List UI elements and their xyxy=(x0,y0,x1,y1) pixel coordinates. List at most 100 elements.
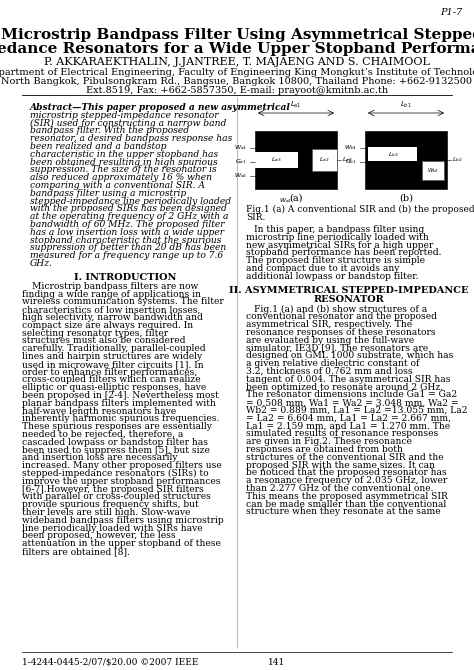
Text: structures must also be considered: structures must also be considered xyxy=(22,336,185,346)
Text: $G_{a1}$: $G_{a1}$ xyxy=(235,157,247,166)
Bar xyxy=(255,131,337,189)
Text: also reduced approximately 16 % when: also reduced approximately 16 % when xyxy=(30,174,212,182)
Text: additional lowpass or bandstop filter.: additional lowpass or bandstop filter. xyxy=(246,272,419,281)
Text: been proposed in [2-4]. Nevertheless most: been proposed in [2-4]. Nevertheless mos… xyxy=(22,391,219,400)
Text: $W_{a2}$: $W_{a2}$ xyxy=(279,196,292,205)
Text: lines and hairpin structures are widely: lines and hairpin structures are widely xyxy=(22,352,202,361)
Text: $L_{b3}$: $L_{b3}$ xyxy=(388,150,398,159)
Text: half-wave length resonators have: half-wave length resonators have xyxy=(22,407,176,415)
Text: been obtained resulting in high spurious: been obtained resulting in high spurious xyxy=(30,157,218,167)
Text: Abstract—This paper proposed a new asymmetrical: Abstract—This paper proposed a new asymm… xyxy=(30,103,291,112)
Text: P. AKKARAEKTHALIN, J.JANTREE, T. MAJAENG AND S. CHAIMOOL: P. AKKARAEKTHALIN, J.JANTREE, T. MAJAENG… xyxy=(44,57,430,67)
Text: This means the proposed asymmetrical SIR: This means the proposed asymmetrical SIR xyxy=(246,492,448,500)
Text: been used to suppress them [5], but size: been used to suppress them [5], but size xyxy=(22,446,210,455)
Text: carefully. Traditionally, parallel-coupled: carefully. Traditionally, parallel-coupl… xyxy=(22,344,206,353)
Text: In this paper, a bandpass filter using: In this paper, a bandpass filter using xyxy=(254,225,424,234)
Text: [6-7].However, the proposed SIR filters: [6-7].However, the proposed SIR filters xyxy=(22,484,204,494)
Text: The resonator dimensions include Ga1 = Ga2: The resonator dimensions include Ga1 = G… xyxy=(246,391,457,399)
Text: proposed SIR with the same sizes. It can: proposed SIR with the same sizes. It can xyxy=(246,460,435,470)
Text: $W_{a1}$: $W_{a1}$ xyxy=(234,143,247,153)
Text: comparing with a conventional SIR. A: comparing with a conventional SIR. A xyxy=(30,181,205,190)
Text: bandpass filter. With the proposed: bandpass filter. With the proposed xyxy=(30,127,189,135)
Text: $W_{b1}$: $W_{b1}$ xyxy=(344,143,358,153)
Text: Fig.1 (a) and (b) show structures of a: Fig.1 (a) and (b) show structures of a xyxy=(254,305,427,314)
Text: microstrip stepped-impedance resonator: microstrip stepped-impedance resonator xyxy=(30,111,219,120)
Text: bandwidth of 60 MHz. The proposed filter: bandwidth of 60 MHz. The proposed filter xyxy=(30,220,225,229)
Text: GHz.: GHz. xyxy=(30,259,53,268)
Text: II. ASYMMETRICAL STEPPED-IMPEDANCE: II. ASYMMETRICAL STEPPED-IMPEDANCE xyxy=(229,285,469,295)
Text: inherently harmonic spurious frequencies.: inherently harmonic spurious frequencies… xyxy=(22,415,219,423)
Text: provide spurious frequency shifts, but: provide spurious frequency shifts, but xyxy=(22,500,199,509)
Bar xyxy=(365,131,447,189)
Text: characteristic in the upper stopband has: characteristic in the upper stopband has xyxy=(30,150,218,159)
Text: been realized and a bandstop: been realized and a bandstop xyxy=(30,142,166,151)
Text: Fig.1 (a) A conventional SIR and (b) the proposed asymmetrical: Fig.1 (a) A conventional SIR and (b) the… xyxy=(246,205,474,214)
Text: $L_{a2}$: $L_{a2}$ xyxy=(342,155,352,164)
Text: order to enhance filter performances,: order to enhance filter performances, xyxy=(22,368,197,377)
Text: be noticed that the proposed resonator has: be noticed that the proposed resonator h… xyxy=(246,468,447,478)
Text: characteristics of low insertion losses,: characteristics of low insertion losses, xyxy=(22,306,201,314)
Text: simulator, IE3D [9]. The resonators are: simulator, IE3D [9]. The resonators are xyxy=(246,344,428,352)
Text: $L_{b2}$: $L_{b2}$ xyxy=(452,155,462,164)
Text: finding a wide range of applications in: finding a wide range of applications in xyxy=(22,289,201,299)
Text: $L_{b1}$: $L_{b1}$ xyxy=(400,100,412,110)
Text: been proposed, however, the less: been proposed, however, the less xyxy=(22,531,176,541)
Text: new asymmetrical SIRs for a high upper: new asymmetrical SIRs for a high upper xyxy=(246,241,433,250)
Text: has a low insertion loss with a wide upper: has a low insertion loss with a wide upp… xyxy=(30,228,224,237)
Text: used in microwave filter circuits [1]. In: used in microwave filter circuits [1]. I… xyxy=(22,360,204,368)
Text: 1-4244-0445-2/07/$20.00 ©2007 IEEE: 1-4244-0445-2/07/$20.00 ©2007 IEEE xyxy=(22,658,199,667)
Text: suppression of better than 20 dB has been: suppression of better than 20 dB has bee… xyxy=(30,243,226,253)
Text: at the operating frequency of 2 GHz with a: at the operating frequency of 2 GHz with… xyxy=(30,212,228,221)
Bar xyxy=(368,147,418,161)
Text: La1 = 2.159 mm, and La1 = 1.270 mm. The: La1 = 2.159 mm, and La1 = 1.270 mm. The xyxy=(246,421,450,431)
Text: needed to be rejected, therefore, a: needed to be rejected, therefore, a xyxy=(22,430,183,439)
Text: high selectivity, narrow bandwidth and: high selectivity, narrow bandwidth and xyxy=(22,313,203,322)
Text: stepped-impedance line periodically loaded: stepped-impedance line periodically load… xyxy=(30,196,231,206)
Text: $G_{b1}$: $G_{b1}$ xyxy=(345,157,357,166)
Text: a given relative dielectric constant of: a given relative dielectric constant of xyxy=(246,359,419,368)
Text: resonator, a desired bandpass response has: resonator, a desired bandpass response h… xyxy=(30,134,232,143)
Text: Impedance Resonators for a Wide Upper Stopband Performance: Impedance Resonators for a Wide Upper St… xyxy=(0,42,474,56)
Text: selecting resonator types, filter: selecting resonator types, filter xyxy=(22,328,168,338)
Text: 3.2, thickness of 0.762 mm and loss: 3.2, thickness of 0.762 mm and loss xyxy=(246,367,413,376)
Text: a resonance frequency of 2.035 GHz, lower: a resonance frequency of 2.035 GHz, lowe… xyxy=(246,476,447,485)
Text: Microstrip bandpass filters are now: Microstrip bandpass filters are now xyxy=(32,282,198,291)
Text: bandpass filter using a microstrip: bandpass filter using a microstrip xyxy=(30,189,186,198)
Text: $W_{b2}$: $W_{b2}$ xyxy=(427,166,438,175)
Text: (SIR) used for constructing a narrow band: (SIR) used for constructing a narrow ban… xyxy=(30,119,227,128)
Text: I. INTRODUCTION: I. INTRODUCTION xyxy=(74,273,176,282)
Text: increased. Many other proposed filters use: increased. Many other proposed filters u… xyxy=(22,461,222,470)
Text: $W_{a2}$: $W_{a2}$ xyxy=(235,172,247,180)
Text: designed on GML 1000 substrate, which has: designed on GML 1000 substrate, which ha… xyxy=(246,351,453,360)
Text: The proposed filter structure is simple: The proposed filter structure is simple xyxy=(246,256,425,265)
Text: can be made smaller than the conventional: can be made smaller than the conventiona… xyxy=(246,500,446,509)
Text: improve the upper stopband performances: improve the upper stopband performances xyxy=(22,477,220,486)
Text: resonance responses of these resonators: resonance responses of these resonators xyxy=(246,328,436,337)
Text: stopband characteristic that the spurious: stopband characteristic that the spuriou… xyxy=(30,236,221,245)
Bar xyxy=(421,161,444,180)
Text: SIR.: SIR. xyxy=(246,213,265,222)
Text: North Bangkok, Pibulsongkram Rd., Bangsue, Bangkok 10800, Thailand Phone: +662-9: North Bangkok, Pibulsongkram Rd., Bangsu… xyxy=(1,77,473,86)
Text: 141: 141 xyxy=(268,658,286,667)
Text: $L_{a1}$: $L_{a1}$ xyxy=(290,100,302,110)
Text: filters are obtained [8].: filters are obtained [8]. xyxy=(22,547,130,556)
Text: asymmetrical SIR, respectively. The: asymmetrical SIR, respectively. The xyxy=(246,320,412,329)
Text: their levels are still high. Slow-wave: their levels are still high. Slow-wave xyxy=(22,508,191,517)
Text: stopband performance has been reported.: stopband performance has been reported. xyxy=(246,249,441,257)
Text: and compact due to it avoids any: and compact due to it avoids any xyxy=(246,264,400,273)
Bar xyxy=(312,149,337,171)
Text: conventional resonator and the proposed: conventional resonator and the proposed xyxy=(246,312,437,322)
Text: Wb2 = 0.889 mm, La1 = La2 =13.055 mm, La2: Wb2 = 0.889 mm, La1 = La2 =13.055 mm, La… xyxy=(246,406,468,415)
Text: planar bandpass filters implemented with: planar bandpass filters implemented with xyxy=(22,399,216,408)
Text: Ext.8519, Fax: +662-5857350, E-mail: prayoot@kmitnb.ac.th: Ext.8519, Fax: +662-5857350, E-mail: pra… xyxy=(86,86,388,95)
Text: RESONATOR: RESONATOR xyxy=(314,295,384,304)
Text: These spurious responses are essentially: These spurious responses are essentially xyxy=(22,422,212,431)
Text: suppression. The size of the resonator is: suppression. The size of the resonator i… xyxy=(30,165,217,174)
Text: Department of Electrical Engineering, Faculty of Engineering King Mongkut’s Inst: Department of Electrical Engineering, Fa… xyxy=(0,68,474,77)
Text: elliptic or quasi-elliptic responses, have: elliptic or quasi-elliptic responses, ha… xyxy=(22,383,206,392)
Text: wireless communication systems. The filter: wireless communication systems. The filt… xyxy=(22,297,224,306)
Text: attenuation in the upper stopband of these: attenuation in the upper stopband of the… xyxy=(22,539,221,548)
Text: compact size are always required. In: compact size are always required. In xyxy=(22,321,193,330)
Text: measured for a frequency range up to 7.6: measured for a frequency range up to 7.6 xyxy=(30,251,223,260)
Text: wideband bandpass filters using microstrip: wideband bandpass filters using microstr… xyxy=(22,516,224,525)
